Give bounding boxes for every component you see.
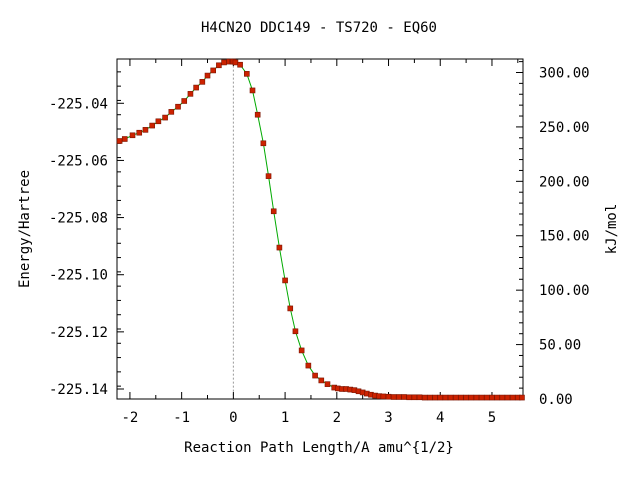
- data-point: [489, 394, 495, 401]
- data-point: [504, 394, 511, 401]
- axis-ticks: [117, 59, 523, 400]
- data-point: [411, 394, 418, 401]
- data-point: [282, 277, 288, 284]
- x-tick-label: 3: [384, 410, 392, 426]
- data-point: [187, 91, 194, 97]
- data-point: [249, 87, 256, 94]
- y2-tick-label: 150.00: [539, 229, 590, 245]
- data-point: [254, 111, 261, 118]
- y-tick-label: -225.08: [49, 211, 108, 227]
- data-point: [168, 109, 175, 115]
- data-point: [260, 140, 267, 147]
- y-tick-label: -225.10: [49, 268, 108, 284]
- y2-tick-label: 300.00: [539, 65, 590, 81]
- data-point: [276, 244, 283, 251]
- data-point: [494, 394, 500, 401]
- data-point: [270, 208, 277, 215]
- data-point: [452, 394, 459, 401]
- data-point: [390, 394, 397, 400]
- data-point: [385, 393, 392, 400]
- data-point: [437, 394, 444, 401]
- data-point: [121, 136, 128, 142]
- data-point: [216, 62, 222, 69]
- data-point: [204, 72, 211, 79]
- x-tick-label: -2: [122, 410, 139, 426]
- data-point: [442, 394, 449, 401]
- data-point: [396, 394, 402, 400]
- data-point: [181, 98, 188, 104]
- y-axis-title: Energy/Hartree: [17, 170, 33, 288]
- data-point: [380, 393, 387, 400]
- data-point: [149, 122, 155, 129]
- y-tick-label: -225.06: [49, 153, 108, 169]
- data-point: [473, 394, 480, 401]
- x-tick-label: 5: [488, 410, 496, 426]
- y2-axis-title: kJ/mol: [604, 204, 620, 255]
- data-point: [244, 71, 250, 77]
- data-point: [458, 394, 464, 401]
- data-point: [463, 394, 469, 401]
- y2-tick-label: 50.00: [539, 338, 581, 354]
- x-axis-title: Reaction Path Length/A amu^{1/2}: [184, 440, 454, 456]
- x-tick-label: -1: [173, 410, 190, 426]
- data-point: [509, 394, 516, 401]
- data-point: [142, 127, 149, 133]
- y-tick-label: -225.14: [49, 382, 108, 398]
- data-point: [483, 394, 490, 401]
- data-point: [193, 84, 199, 91]
- data-point: [318, 377, 325, 384]
- data-point: [116, 138, 123, 144]
- y2-tick-label: 100.00: [539, 283, 590, 299]
- data-point: [162, 114, 168, 121]
- data-point: [221, 59, 227, 66]
- x-tick-label: 4: [436, 410, 444, 426]
- data-point: [519, 394, 525, 401]
- data-point: [421, 394, 428, 401]
- data-point: [305, 362, 312, 369]
- data-point: [416, 394, 423, 401]
- data-point: [401, 394, 407, 400]
- plot-frame: [116, 58, 524, 400]
- data-point: [175, 103, 181, 110]
- y2-tick-label: 200.00: [539, 174, 590, 190]
- y-tick-label: -225.04: [49, 96, 108, 112]
- data-point: [237, 61, 243, 68]
- data-point: [129, 132, 136, 139]
- data-point: [427, 394, 433, 401]
- x-tick-label: 1: [281, 410, 289, 426]
- tick-labels: -2 -1 0 1 2 3 4 5 -225.04 -225.06 -225.08 -225.10 -2…: [49, 65, 590, 426]
- data-point: [298, 347, 305, 354]
- data-point: [432, 394, 438, 401]
- data-point: [210, 67, 216, 74]
- data-point: [199, 79, 206, 85]
- data-point: [478, 394, 485, 401]
- data-point: [447, 394, 454, 401]
- data-point: [312, 372, 318, 379]
- data-point: [155, 118, 162, 125]
- data-points: [116, 58, 525, 401]
- data-point: [265, 173, 272, 179]
- x-tick-label: 2: [333, 410, 341, 426]
- data-point: [499, 394, 506, 401]
- chart-title: H4CN2O DDC149 - TS720 - EQ60: [201, 20, 437, 36]
- data-point: [468, 394, 475, 401]
- y2-tick-label: 0.00: [539, 392, 573, 408]
- y-tick-label: -225.12: [49, 325, 108, 341]
- x-tick-label: 0: [229, 410, 237, 426]
- data-point: [287, 305, 294, 312]
- data-point: [406, 394, 413, 401]
- data-point: [136, 129, 143, 136]
- series-line: [119, 61, 522, 399]
- data-point: [292, 328, 299, 335]
- data-point: [324, 381, 331, 387]
- data-point: [232, 59, 239, 66]
- y2-tick-label: 250.00: [539, 120, 590, 136]
